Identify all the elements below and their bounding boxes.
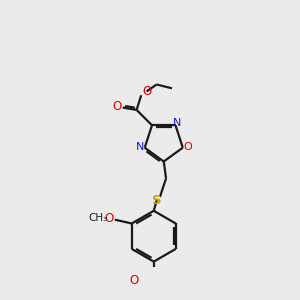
- Text: O: O: [142, 85, 151, 98]
- Text: N: N: [173, 118, 181, 128]
- Text: O: O: [113, 100, 122, 113]
- Text: O: O: [130, 274, 139, 286]
- Text: O: O: [104, 212, 113, 225]
- Text: O: O: [183, 142, 192, 152]
- Text: N: N: [136, 142, 144, 152]
- Text: S: S: [152, 194, 162, 207]
- Text: CH₃: CH₃: [88, 213, 107, 223]
